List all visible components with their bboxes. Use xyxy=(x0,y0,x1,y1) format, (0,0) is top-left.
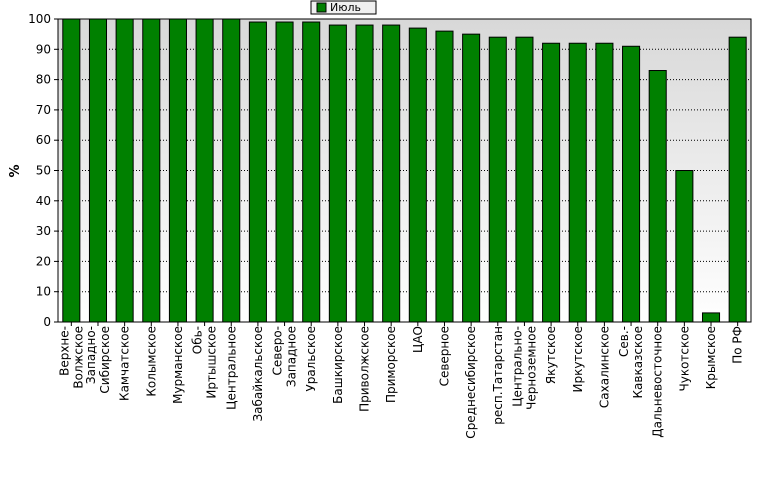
bar xyxy=(142,18,161,323)
y-tick-label: 60 xyxy=(36,133,51,147)
bar xyxy=(488,36,507,323)
y-tick-label: 40 xyxy=(36,194,51,208)
category-label: По РФ xyxy=(731,326,745,364)
legend-swatch xyxy=(316,2,327,13)
category-label: Обь- xyxy=(191,326,205,354)
category-label: Черноземное xyxy=(524,326,538,410)
bar xyxy=(568,42,587,323)
category-label: ЦАО xyxy=(411,326,425,353)
y-axis-ticks: 0 10 20 30 40 50 60 70 80 90 100 xyxy=(28,12,58,329)
category-label: Западно- xyxy=(84,326,98,384)
y-tick-label: 30 xyxy=(36,224,51,238)
category-label: Мурманское xyxy=(171,326,185,404)
category-label: Уральское xyxy=(304,326,318,392)
bar xyxy=(355,24,374,323)
category-label: Камчатское xyxy=(118,326,132,401)
category-label: Колымское xyxy=(144,326,158,397)
y-tick-label: 50 xyxy=(36,164,51,178)
bar xyxy=(115,18,134,323)
bar xyxy=(622,45,641,323)
category-label: Башкирское xyxy=(331,326,345,404)
category-label: Кавказское xyxy=(631,326,645,399)
y-tick-label: 90 xyxy=(36,42,51,56)
category-label: Волжское xyxy=(71,326,85,389)
y-tick-label: 80 xyxy=(36,73,51,87)
bar xyxy=(648,70,667,323)
category-label: Центрально- xyxy=(510,326,524,407)
y-tick-label: 70 xyxy=(36,103,51,117)
category-label: Западное xyxy=(285,326,299,387)
bar xyxy=(62,18,81,323)
y-axis-label: % xyxy=(8,164,23,177)
legend-label: Июль xyxy=(330,1,361,14)
bar xyxy=(88,18,108,323)
legend: Июль xyxy=(310,0,377,15)
y-tick-label: 10 xyxy=(36,285,51,299)
y-tick-label: 0 xyxy=(43,315,51,329)
category-label: Забайкальское xyxy=(251,326,265,422)
bar xyxy=(222,18,241,323)
category-label: Иртышское xyxy=(205,326,219,399)
category-label: Среднесибирское xyxy=(464,326,478,439)
category-label: Дальневосточное xyxy=(651,326,665,438)
category-label: респ.Татарстан xyxy=(491,326,505,425)
bar xyxy=(302,21,321,323)
bar xyxy=(168,18,187,323)
bar xyxy=(248,21,267,323)
bar xyxy=(275,21,294,323)
bar xyxy=(675,170,694,323)
category-label: Сибирское xyxy=(98,326,112,394)
bar xyxy=(382,24,401,323)
legend-box xyxy=(310,0,377,15)
category-label: Северное xyxy=(437,326,451,386)
category-label: Приволжское xyxy=(358,326,372,412)
category-label: Крымское xyxy=(704,326,718,389)
category-label: Чукотское xyxy=(677,326,691,391)
bar xyxy=(595,42,614,323)
bar xyxy=(542,42,561,323)
bar xyxy=(435,30,454,323)
bar xyxy=(701,312,721,323)
bar xyxy=(195,18,214,323)
y-tick-label: 100 xyxy=(28,12,51,26)
category-label: Иркутское xyxy=(571,326,585,393)
bar xyxy=(515,36,534,323)
bar xyxy=(328,24,347,323)
category-label: Приморское xyxy=(384,326,398,403)
plot-background xyxy=(57,18,752,323)
category-label: Сев.- xyxy=(617,326,631,357)
category-label: Верхне- xyxy=(57,326,71,376)
bar xyxy=(408,27,427,323)
category-label: Якутское xyxy=(544,326,558,384)
category-label: Северо- xyxy=(271,326,285,376)
category-label: Центральное xyxy=(224,326,238,410)
y-tick-label: 20 xyxy=(36,254,51,268)
bar xyxy=(462,33,481,323)
bar xyxy=(728,36,747,323)
category-label: Сахалинское xyxy=(597,326,611,408)
